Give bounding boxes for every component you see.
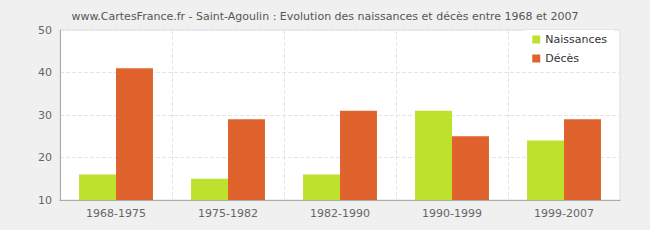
svg-text:Décès: Décès [545, 52, 579, 65]
svg-text:1968-1975: 1968-1975 [86, 207, 146, 220]
svg-text:www.CartesFrance.fr - Saint-Ag: www.CartesFrance.fr - Saint-Agoulin : Ev… [71, 10, 578, 23]
svg-text:10: 10 [38, 194, 52, 207]
svg-text:50: 50 [38, 24, 52, 37]
svg-text:1990-1999: 1990-1999 [422, 207, 482, 220]
svg-text:1999-2007: 1999-2007 [534, 207, 594, 220]
svg-text:1982-1990: 1982-1990 [310, 207, 370, 220]
svg-text:30: 30 [38, 109, 52, 122]
svg-text:20: 20 [38, 151, 52, 164]
svg-text:40: 40 [38, 66, 52, 79]
svg-text:1975-1982: 1975-1982 [198, 207, 258, 220]
svg-text:Naissances: Naissances [545, 33, 607, 46]
